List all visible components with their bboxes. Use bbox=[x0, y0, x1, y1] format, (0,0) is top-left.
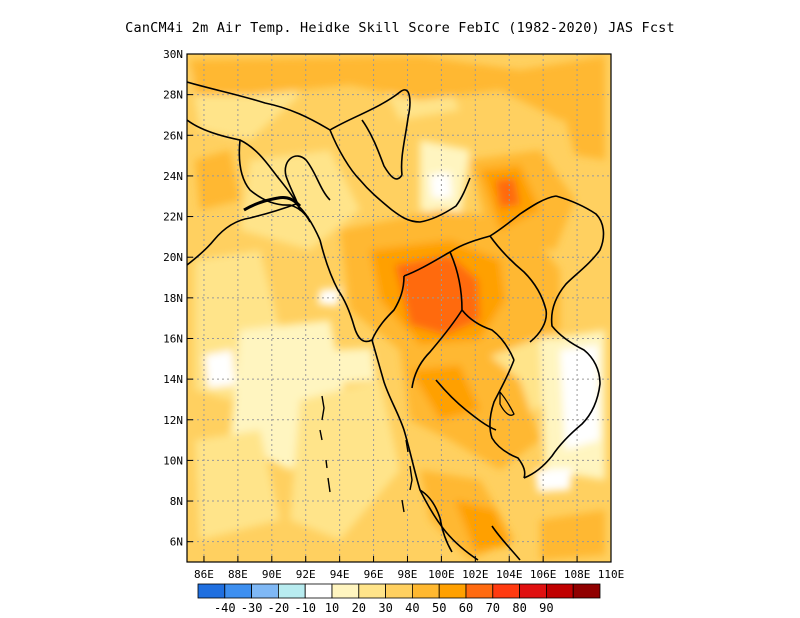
y-tick-label: 14N bbox=[163, 373, 183, 386]
longitude-axis: 86E 88E 90E 92E 94E 96E 98E 100E 102E 104E 106E 108… bbox=[194, 556, 624, 581]
x-tick-label: 92E bbox=[296, 568, 316, 581]
colorbar-label: 30 bbox=[378, 601, 392, 615]
shaded-field bbox=[187, 54, 611, 562]
coastlines-and-borders bbox=[187, 81, 605, 561]
colorbar-swatch bbox=[411, 583, 440, 599]
latitude-axis: 6N 8N 10N 12N 14N 16N 18N 20N 22N 24N 26N 28N 30N bbox=[163, 48, 193, 549]
x-tick-label: 102E bbox=[462, 568, 489, 581]
x-tick-label: 96E bbox=[364, 568, 384, 581]
colorbar-label: 20 bbox=[352, 601, 366, 615]
map-frame bbox=[186, 53, 612, 563]
x-tick-label: 90E bbox=[262, 568, 282, 581]
colorbar-label: 80 bbox=[512, 601, 526, 615]
x-tick-label: 108E bbox=[564, 568, 591, 581]
colorbar-swatch bbox=[331, 583, 360, 599]
x-tick-label: 94E bbox=[330, 568, 350, 581]
colorbar-label: -40 bbox=[214, 601, 236, 615]
colorbar-swatch bbox=[385, 583, 413, 599]
colorbar-swatch bbox=[572, 583, 601, 599]
x-tick-label: 110E bbox=[598, 568, 625, 581]
y-tick-label: 30N bbox=[163, 48, 183, 61]
colorbar: -40 -30 -20 -10 10 20 30 40 50 60 70 80 90 bbox=[197, 583, 601, 615]
colorbar-label: 60 bbox=[459, 601, 473, 615]
colorbar-swatch bbox=[438, 583, 467, 599]
x-tick-label: 104E bbox=[496, 568, 523, 581]
colorbar-label: -20 bbox=[268, 601, 290, 615]
colorbar-label: -10 bbox=[294, 601, 316, 615]
colorbar-label: 10 bbox=[325, 601, 339, 615]
colorbar-swatch bbox=[224, 583, 253, 599]
colorbar-swatch bbox=[358, 583, 386, 599]
y-tick-label: 28N bbox=[163, 89, 183, 102]
x-tick-label: 106E bbox=[530, 568, 557, 581]
y-tick-label: 16N bbox=[163, 332, 183, 345]
colorbar-swatch bbox=[197, 583, 226, 599]
x-tick-label: 86E bbox=[194, 568, 214, 581]
colorbar-label: 70 bbox=[486, 601, 500, 615]
colorbar-swatch bbox=[546, 583, 574, 599]
x-tick-label: 88E bbox=[228, 568, 248, 581]
y-tick-label: 6N bbox=[170, 536, 183, 549]
y-tick-label: 22N bbox=[163, 211, 183, 224]
islands bbox=[319, 395, 413, 513]
x-tick-label: 100E bbox=[428, 568, 455, 581]
colorbar-label: 90 bbox=[539, 601, 553, 615]
colorbar-label: -30 bbox=[241, 601, 263, 615]
colorbar-swatch bbox=[492, 583, 520, 599]
y-tick-label: 8N bbox=[170, 495, 183, 508]
colorbar-swatch bbox=[519, 583, 547, 599]
y-tick-label: 26N bbox=[163, 129, 183, 142]
y-tick-label: 20N bbox=[163, 251, 183, 264]
colorbar-swatch bbox=[304, 583, 333, 599]
chart-title: CanCM4i 2m Air Temp. Heidke Skill Score … bbox=[125, 20, 675, 36]
y-tick-label: 24N bbox=[163, 170, 183, 183]
colorbar-swatch bbox=[251, 583, 279, 599]
y-tick-label: 12N bbox=[163, 414, 183, 427]
x-tick-label: 98E bbox=[398, 568, 418, 581]
colorbar-label: 40 bbox=[405, 601, 419, 615]
colorbar-swatch bbox=[465, 583, 494, 599]
colorbar-label: 50 bbox=[432, 601, 446, 615]
y-tick-label: 10N bbox=[163, 454, 183, 467]
y-tick-label: 18N bbox=[163, 292, 183, 305]
colorbar-swatch bbox=[277, 583, 306, 599]
